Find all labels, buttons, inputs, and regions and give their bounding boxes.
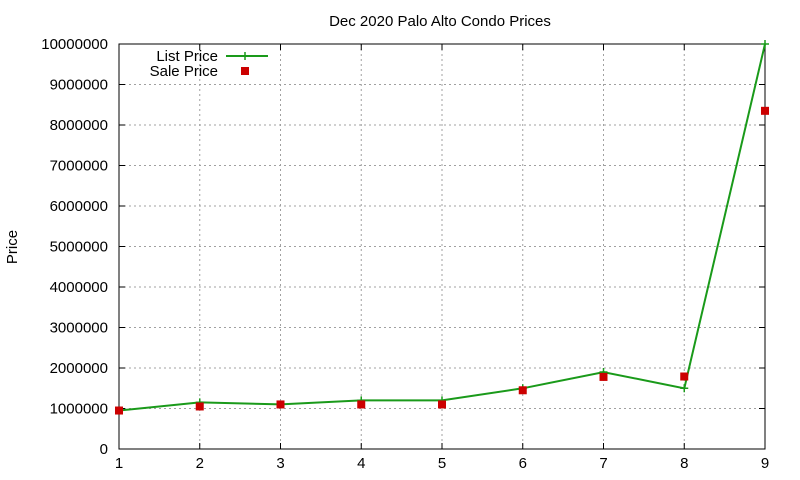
list-price-point <box>680 384 689 393</box>
sale-price-point <box>357 400 366 409</box>
sale-price-point <box>438 400 446 409</box>
legend-label-sale-price: Sale Price <box>150 63 218 80</box>
sale-price-point <box>761 106 769 115</box>
sale-price-point <box>518 386 527 395</box>
chart-title: Dec 2020 Palo Alto Condo Prices <box>329 13 551 30</box>
legend: List Price Sale Price <box>150 48 268 80</box>
x-tick-label: 5 <box>438 455 446 472</box>
y-tick-label: 9000000 <box>50 77 108 94</box>
y-tick-label: 0 <box>100 441 108 458</box>
y-tick-label: 5000000 <box>50 239 108 256</box>
y-tick-label: 10000000 <box>41 36 108 53</box>
legend-label-list-price: List Price <box>156 48 218 65</box>
sale-price-point <box>599 372 608 381</box>
x-tick-label: 6 <box>519 455 527 472</box>
sale-price-point <box>195 402 204 411</box>
y-tick-labels: 0 1000000 2000000 3000000 4000000 5000000 6000… <box>41 36 108 458</box>
x-tick-label: 9 <box>761 455 769 472</box>
y-tick-label: 1000000 <box>50 401 108 418</box>
y-tick-label: 2000000 <box>50 360 108 377</box>
grid-lines <box>119 44 765 449</box>
legend-marker-sale-price <box>241 67 249 75</box>
sale-price-point <box>680 372 689 381</box>
y-tick-label: 7000000 <box>50 158 108 175</box>
list-price-point <box>761 40 769 48</box>
x-tick-label: 8 <box>680 455 688 472</box>
y-tick-label: 8000000 <box>50 117 108 134</box>
sale-price-point <box>115 406 123 415</box>
x-tick-label: 3 <box>276 455 284 472</box>
y-tick-label: 3000000 <box>50 320 108 337</box>
y-tick-label: 4000000 <box>50 279 108 296</box>
x-tick-label: 4 <box>357 455 365 472</box>
x-tick-label: 7 <box>599 455 607 472</box>
x-tick-label: 1 <box>115 455 123 472</box>
legend-marker-list-price <box>241 52 249 60</box>
series-layer <box>115 40 769 415</box>
sale-price-point <box>276 400 285 409</box>
y-axis-label: Price <box>4 230 21 264</box>
y-tick-label: 6000000 <box>50 198 108 215</box>
x-tick-label: 2 <box>196 455 204 472</box>
x-tick-labels: 1 2 3 4 5 6 7 8 9 <box>115 455 769 472</box>
